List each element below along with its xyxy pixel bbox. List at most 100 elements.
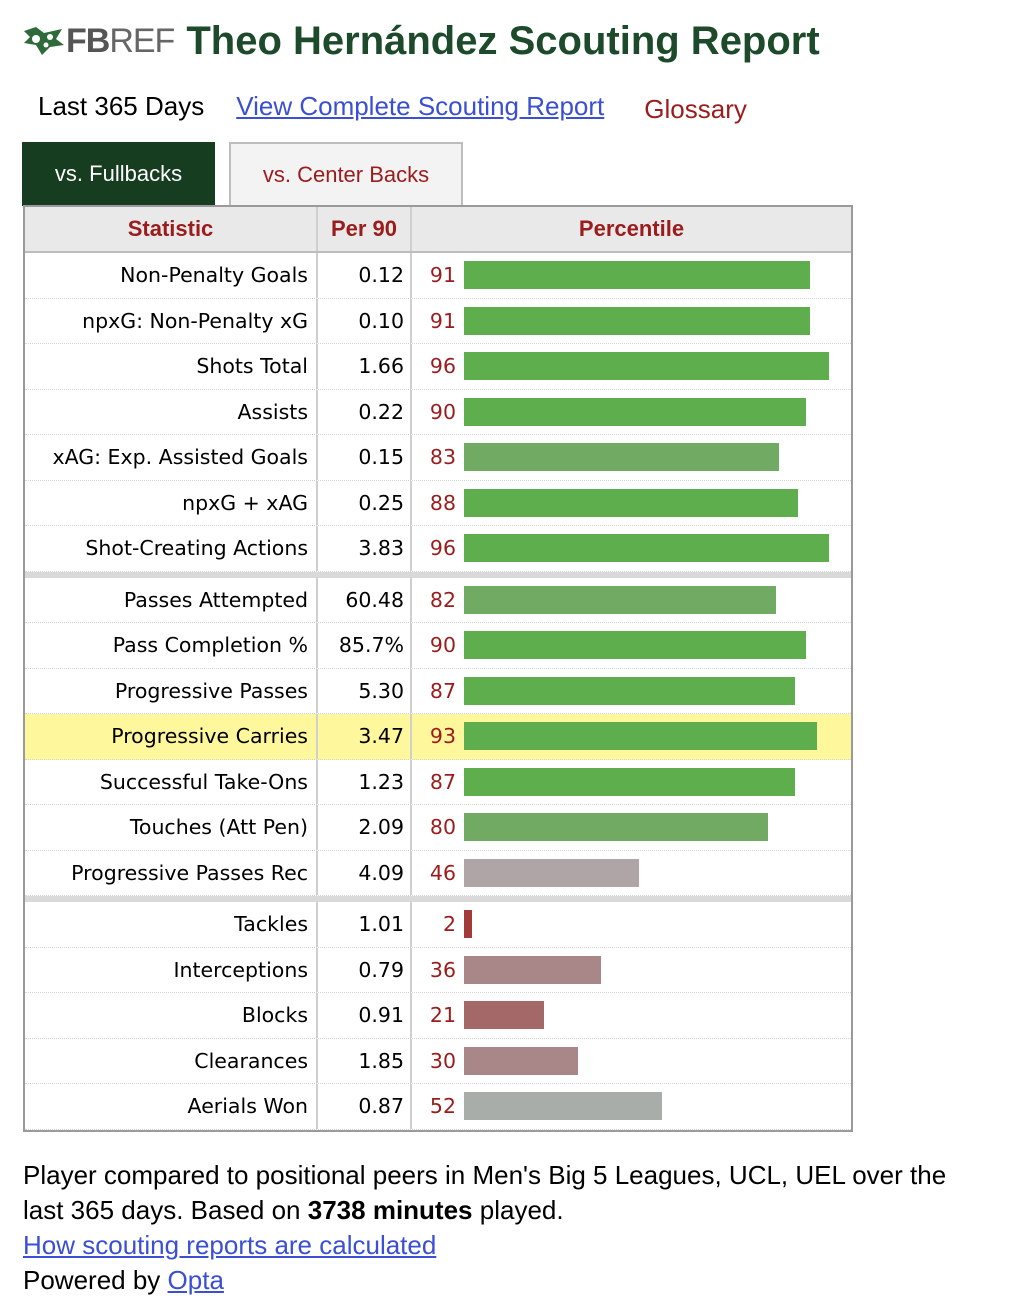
percentile-value: 46: [429, 860, 456, 885]
table-row[interactable]: Progressive Carries 3.47 93: [25, 714, 851, 760]
per90-value: 3.47: [318, 714, 412, 759]
per90-value: 1.23: [318, 759, 412, 804]
table-row[interactable]: Successful Take-Ons 1.23 87: [25, 759, 851, 805]
table-row[interactable]: Progressive Passes 5.30 87: [25, 668, 851, 714]
percentile-value: 82: [429, 587, 456, 612]
table-row[interactable]: Interceptions 0.79 36: [25, 947, 851, 993]
fbref-logo[interactable]: FB REF: [22, 21, 175, 61]
tab-vs-center-backs[interactable]: vs. Center Backs: [229, 142, 463, 206]
percentile-value: 21: [429, 1003, 456, 1028]
table-row[interactable]: xAG: Exp. Assisted Goals 0.15 83: [25, 435, 851, 481]
table-row[interactable]: Passes Attempted 60.48 82: [25, 577, 851, 623]
table-row[interactable]: Shot-Creating Actions 3.83 96: [25, 526, 851, 572]
stat-name: Touches (Att Pen): [25, 805, 318, 850]
table-row[interactable]: Touches (Att Pen) 2.09 80: [25, 805, 851, 851]
table-row[interactable]: Progressive Passes Rec 4.09 46: [25, 850, 851, 896]
period-label: Last 365 Days: [38, 90, 205, 121]
stat-name: Successful Take-Ons: [25, 759, 318, 804]
percentile-cell: 91: [412, 299, 851, 344]
percentile-value: 88: [429, 490, 456, 515]
table-row[interactable]: Assists 0.22 90: [25, 389, 851, 435]
table-row[interactable]: Shots Total 1.66 96: [25, 344, 851, 390]
table-row[interactable]: Non-Penalty Goals 0.12 91: [25, 253, 851, 299]
percentile-cell: 93: [412, 714, 851, 759]
comparison-tabs: vs. Fullbacks vs. Center Backs: [22, 142, 463, 206]
table-row[interactable]: npxG: Non-Penalty xG 0.10 91: [25, 298, 851, 344]
stat-name: Progressive Passes: [25, 668, 318, 713]
percentile-value: 93: [429, 724, 456, 749]
percentile-cell: 96: [412, 344, 851, 389]
percentile-bar: [464, 1092, 662, 1121]
stat-name: Aerials Won: [25, 1084, 318, 1129]
per90-value: 1.85: [318, 1038, 412, 1083]
stat-name: Passes Attempted: [25, 577, 318, 622]
footer-description-text: Player compared to positional peers in M…: [23, 1160, 947, 1225]
percentile-column-header[interactable]: Percentile: [578, 216, 685, 241]
group-separator: [25, 571, 851, 578]
percentile-cell: 90: [412, 623, 851, 668]
percentile-cell: 52: [412, 1084, 851, 1129]
stat-name: xAG: Exp. Assisted Goals: [25, 435, 318, 480]
percentile-bar: [464, 722, 817, 751]
stat-name: Pass Completion %: [25, 623, 318, 668]
how-calculated-link[interactable]: How scouting reports are calculated: [23, 1230, 437, 1260]
percentile-bar: [464, 631, 806, 660]
percentile-bar: [464, 813, 768, 842]
logo-ref-text: REF: [109, 21, 175, 60]
percentile-bar: [464, 397, 806, 426]
per90-value: 3.83: [318, 526, 412, 571]
per90-value: 0.25: [318, 480, 412, 525]
per90-value: 0.12: [318, 253, 412, 298]
powered-by-text: Powered by: [23, 1265, 161, 1295]
table-row[interactable]: npxG + xAG 0.25 88: [25, 480, 851, 526]
table-row[interactable]: Tackles 1.01 2: [25, 902, 851, 948]
view-complete-report-link[interactable]: View Complete Scouting Report: [236, 90, 605, 121]
stat-name: Shots Total: [25, 344, 318, 389]
per90-value: 0.22: [318, 389, 412, 434]
percentile-value: 2: [442, 912, 456, 937]
per90-value: 85.7%: [318, 623, 412, 668]
page-header: FB REF Theo Hernández Scouting Report: [22, 14, 820, 68]
percentile-value: 91: [429, 263, 456, 288]
percentile-value: 80: [429, 815, 456, 840]
glossary-link[interactable]: Glossary: [644, 93, 747, 124]
opta-link[interactable]: Opta: [167, 1265, 224, 1295]
percentile-cell: 87: [412, 669, 851, 714]
stat-name: Progressive Carries: [25, 714, 318, 759]
percentile-bar: [464, 534, 829, 563]
group-separator: [25, 896, 851, 902]
percentile-bar: [464, 858, 639, 887]
stat-name: Progressive Passes Rec: [25, 850, 318, 895]
percentile-value: 90: [429, 399, 456, 424]
report-subnav: Last 365 Days View Complete Scouting Rep…: [38, 86, 747, 126]
table-row[interactable]: Clearances 1.85 30: [25, 1038, 851, 1084]
percentile-value: 36: [429, 957, 456, 982]
table-row[interactable]: Pass Completion % 85.7% 90: [25, 623, 851, 669]
percentile-cell: 21: [412, 993, 851, 1038]
stat-name: Tackles: [25, 902, 318, 947]
stat-name: npxG + xAG: [25, 480, 318, 525]
percentile-value: 52: [429, 1094, 456, 1119]
stat-name: Clearances: [25, 1038, 318, 1083]
table-row[interactable]: Aerials Won 0.87 52: [25, 1084, 851, 1130]
per90-value: 0.15: [318, 435, 412, 480]
percentile-bar: [464, 585, 776, 614]
table-body: Non-Penalty Goals 0.12 91 npxG: Non-Penalty…: [25, 253, 851, 1130]
per90-value: 2.09: [318, 805, 412, 850]
percentile-value: 87: [429, 678, 456, 703]
percentile-cell: 82: [412, 578, 851, 623]
per90-column-header[interactable]: Per 90: [318, 207, 412, 251]
percentile-cell: 36: [412, 948, 851, 993]
percentile-cell: 30: [412, 1039, 851, 1084]
tab-vs-fullbacks[interactable]: vs. Fullbacks: [22, 142, 215, 206]
statistic-column-header[interactable]: Statistic: [25, 207, 318, 251]
percentile-bar: [464, 352, 829, 381]
percentile-cell: 83: [412, 435, 851, 480]
percentile-cell: 2: [412, 902, 851, 947]
per90-value: 5.30: [318, 668, 412, 713]
scouting-report-table: Statistic Per 90 Percentile Non-Penalty …: [23, 205, 853, 1132]
per90-value: 60.48: [318, 577, 412, 622]
per90-value: 0.79: [318, 947, 412, 992]
table-row[interactable]: Blocks 0.91 21: [25, 993, 851, 1039]
percentile-value: 96: [429, 536, 456, 561]
